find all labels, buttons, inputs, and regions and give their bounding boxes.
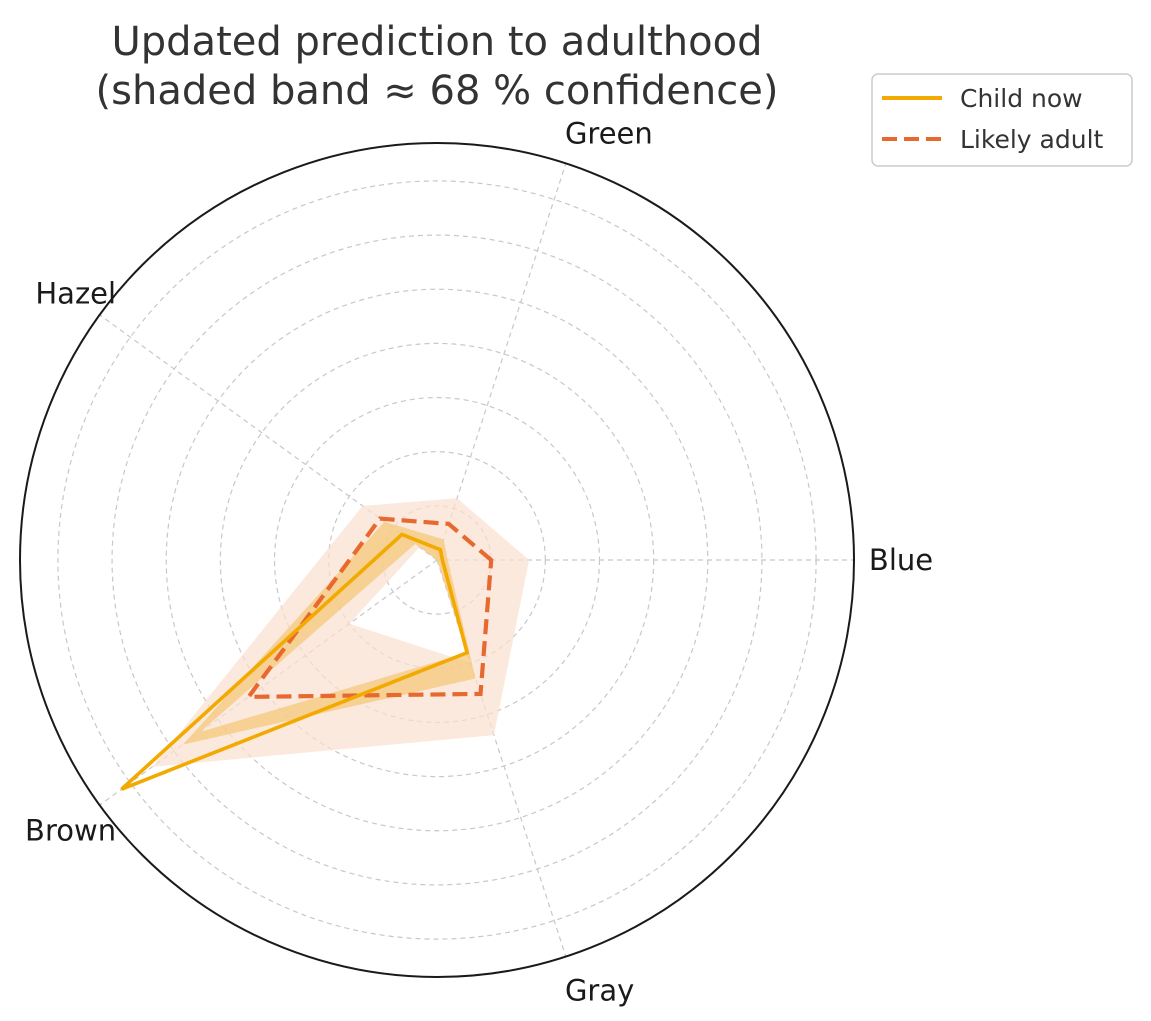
- legend: Child now Likely adult: [871, 73, 1133, 167]
- band-likely-adult: [152, 498, 530, 767]
- legend-label-likely-adult: Likely adult: [960, 125, 1104, 154]
- spoke-gray: [436, 559, 567, 957]
- category-labels: Blue Green Hazel Brown Gray: [25, 117, 933, 1008]
- category-label-blue: Blue: [869, 543, 933, 577]
- spoke-hazel: [99, 314, 438, 561]
- category-label-gray: Gray: [565, 973, 634, 1007]
- confidence-bands: [152, 498, 530, 767]
- category-label-hazel: Hazel: [35, 276, 116, 310]
- chart-title-line-2: (shaded band ≈ 68 % confidence): [96, 68, 779, 114]
- series-lines: [120, 516, 494, 791]
- legend-label-child-now: Child now: [960, 84, 1083, 113]
- category-label-brown: Brown: [25, 814, 116, 848]
- series-line-child-now: [120, 532, 470, 791]
- series-line-likely-adult: [244, 516, 494, 700]
- chart-title: Updated prediction to adulthood (shaded …: [96, 19, 779, 114]
- chart-title-line-1: Updated prediction to adulthood: [112, 19, 763, 65]
- category-label-green: Green: [565, 117, 653, 151]
- band-child-now: [182, 521, 476, 745]
- spoke-green: [436, 163, 567, 561]
- polar-frame: [19, 142, 855, 978]
